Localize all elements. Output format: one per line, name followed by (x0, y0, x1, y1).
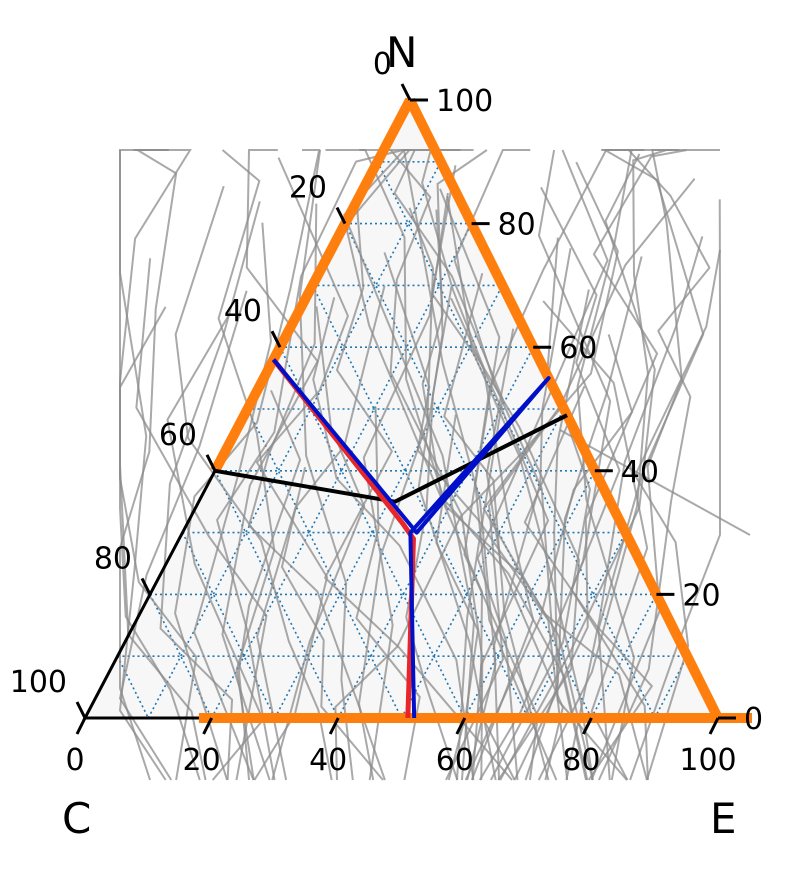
sample-line (513, 149, 720, 781)
sample-line (598, 149, 711, 781)
tick-bottom (75, 717, 87, 735)
sample-line (633, 249, 721, 781)
sample-line (174, 185, 333, 781)
sample-line (221, 149, 319, 781)
tick-label-right: 100 (436, 84, 493, 119)
tick-labels: 0 0 0 20 20 20 40 40 40 60 60 60 80 80 80 100 100 100 (10, 47, 763, 778)
triangle-background (85, 100, 718, 718)
tick-label-left: 60 (159, 418, 197, 453)
tick-bottom (202, 717, 213, 735)
tick-label-bottom: 40 (309, 743, 347, 778)
sample-line (312, 297, 475, 781)
tick-label-left: 0 (373, 47, 392, 82)
sample-line (174, 149, 321, 781)
sample-line (540, 186, 649, 781)
tick-label-right: 60 (559, 331, 597, 366)
corner-label-left: C (62, 794, 91, 843)
tick-bottom (708, 717, 720, 735)
sample-line (119, 149, 178, 781)
sample-line (446, 195, 580, 781)
tick-left (205, 454, 217, 472)
highlight-paths (214, 358, 568, 719)
tick-label-left: 100 (10, 665, 67, 700)
sample-line (389, 149, 484, 781)
tick-label-left: 40 (224, 294, 262, 329)
tick-left (400, 83, 412, 101)
tick-left (75, 701, 87, 719)
sample-line (271, 306, 366, 781)
tick-bottom (455, 717, 467, 735)
tick-label-bottom: 100 (679, 743, 736, 778)
sample-line (344, 149, 516, 781)
sample-line (485, 328, 564, 781)
sample-line (450, 297, 550, 781)
tick-label-left: 80 (94, 541, 132, 576)
tick-label-bottom: 80 (562, 743, 600, 778)
sample-line (323, 201, 513, 781)
grid-line (279, 346, 466, 719)
sample-line (445, 177, 696, 781)
sample-line (499, 153, 656, 781)
sample-line (118, 150, 167, 781)
sample-line (559, 429, 751, 536)
tick-label-bottom: 0 (65, 743, 84, 778)
tick-label-right: 0 (744, 702, 763, 737)
sample-line (215, 149, 474, 781)
grid-line (464, 470, 596, 719)
sample-line (217, 149, 276, 781)
grid-line (400, 408, 565, 719)
sample-line (443, 273, 550, 781)
sample-line (280, 466, 384, 781)
grid-line (590, 594, 658, 719)
grid-line (274, 285, 504, 719)
sample-line (118, 290, 248, 781)
sample-line (135, 258, 268, 781)
sample-line (542, 300, 649, 781)
highlighted-edge-top-left (210, 97, 415, 474)
tick-marks (75, 83, 736, 735)
sample-lines (118, 149, 751, 781)
grid-line (214, 470, 339, 719)
tick-label-right: 40 (621, 455, 659, 490)
tick-label-right: 20 (682, 578, 720, 613)
blue-path (271, 358, 551, 719)
grid-line (210, 223, 473, 719)
tick-bottom (582, 717, 593, 735)
sample-line (343, 149, 475, 781)
sample-line (405, 286, 459, 781)
sample-line (334, 161, 619, 781)
tick-left (335, 206, 347, 225)
tick-label-left: 20 (289, 171, 327, 206)
tick-label-bottom: 20 (183, 743, 221, 778)
grid-line (653, 655, 688, 719)
tick-label-right: 80 (498, 208, 536, 243)
triangle-edges (82, 96, 752, 723)
sample-line (565, 236, 704, 781)
grid-line (311, 285, 529, 719)
sample-line (119, 306, 198, 781)
corner-label-top: N (386, 28, 417, 77)
sample-line (237, 390, 302, 781)
corner-label-right: E (710, 794, 737, 843)
grid-line (116, 655, 150, 719)
black-path (214, 413, 568, 504)
sample-line (464, 334, 634, 781)
tick-left (140, 577, 152, 596)
highlighted-edge-top-right (405, 97, 723, 721)
tick-bottom (328, 717, 340, 735)
tick-label-bottom: 60 (436, 743, 474, 778)
tick-left (270, 330, 282, 348)
sample-line (383, 252, 569, 781)
sample-line (489, 237, 592, 781)
